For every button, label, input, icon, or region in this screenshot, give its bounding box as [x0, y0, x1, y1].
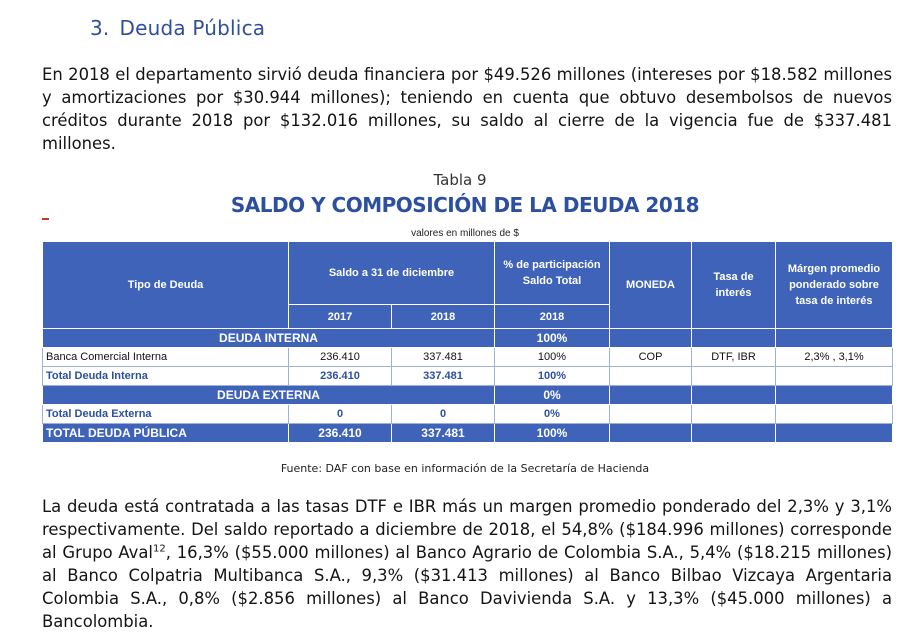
section-number: 3.	[90, 16, 110, 40]
row-2017: 236.410	[288, 366, 392, 386]
row-pct: 100%	[494, 347, 610, 367]
section-label: DEUDA EXTERNA	[42, 385, 495, 405]
section-title: Deuda Pública	[119, 16, 266, 40]
intro-paragraph: En 2018 el departamento sirvió deuda fin…	[42, 65, 892, 153]
row-margen: 2,3% , 3,1%	[775, 347, 893, 367]
section-pct: 0%	[494, 385, 610, 405]
table-title: SALDO Y COMPOSICIÓN DE LA DEUDA 2018	[230, 193, 700, 217]
row-name: TOTAL DEUDA PÚBLICA	[42, 423, 289, 443]
row-2018: 0	[391, 404, 495, 424]
section-heading: 3. Deuda Pública	[90, 16, 265, 40]
header-2018: 2018	[391, 304, 495, 329]
row-2017: 236.410	[288, 423, 392, 443]
total-row-externa: Total Deuda Externa 0 0 0%	[42, 404, 893, 424]
table-caption: Tabla 9	[433, 171, 487, 189]
row-name: Total Deuda Externa	[42, 404, 289, 424]
row-pct: 0%	[494, 404, 610, 424]
row-2017: 0	[288, 404, 392, 424]
row-moneda: COP	[609, 347, 692, 367]
section-row-externa: DEUDA EXTERNA 0%	[42, 385, 893, 405]
header-moneda: MONEDA	[609, 241, 692, 329]
row-pct: 100%	[494, 423, 610, 443]
header-participacion: % de participación Saldo Total	[494, 241, 610, 305]
red-mark	[42, 218, 49, 220]
row-2018: 337.481	[391, 423, 495, 443]
row-pct: 100%	[494, 366, 610, 386]
section-row-interna: DEUDA INTERNA 100%	[42, 328, 893, 348]
section-label: DEUDA INTERNA	[42, 328, 495, 348]
row-name: Total Deuda Interna	[42, 366, 289, 386]
table-source: Fuente: DAF con base en información de l…	[280, 462, 650, 475]
grand-total-row: TOTAL DEUDA PÚBLICA 236.410 337.481 100%	[42, 423, 893, 443]
header-2017: 2017	[288, 304, 392, 329]
table-row: Banca Comercial Interna 236.410 337.481 …	[42, 347, 893, 367]
row-tasa: DTF, IBR	[691, 347, 776, 367]
row-2018: 337.481	[391, 366, 495, 386]
section-pct: 100%	[494, 328, 610, 348]
footnote-ref: 12	[152, 543, 166, 555]
row-2017: 236.410	[288, 347, 392, 367]
closing-paragraph: La deuda está contratada a las tasas DTF…	[42, 495, 892, 633]
row-name: Banca Comercial Interna	[42, 347, 289, 367]
closing-text-2: , 16,3% ($55.000 millones) al Banco Agra…	[42, 543, 893, 631]
total-row-interna: Total Deuda Interna 236.410 337.481 100%	[42, 366, 893, 386]
header-tasa: Tasa de interés	[691, 241, 776, 329]
header-margen: Márgen promedio ponderado sobre tasa de …	[775, 241, 893, 329]
row-2018: 337.481	[391, 347, 495, 367]
debt-table: Tipo de Deuda Saldo a 31 de diciembre % …	[42, 241, 893, 443]
table-units: valores en millones de $	[411, 228, 519, 239]
closing-text-1: La deuda está contratada a las tasas DTF…	[42, 497, 892, 562]
header-part-2018: 2018	[494, 304, 610, 329]
header-saldo: Saldo a 31 de diciembre	[288, 241, 495, 305]
header-tipo: Tipo de Deuda	[42, 241, 289, 329]
